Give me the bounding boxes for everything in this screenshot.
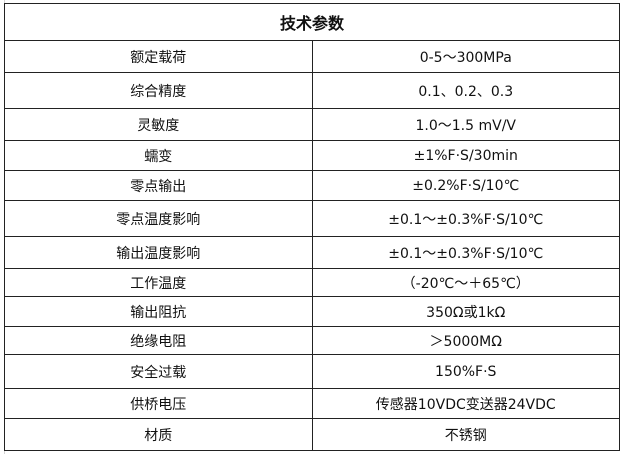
table-row: 输出阻抗 350Ω或1kΩ bbox=[4, 296, 620, 327]
table-row: 零点输出 ±0.2%F·S/10℃ bbox=[4, 170, 620, 201]
param-label: 蠕变 bbox=[4, 140, 313, 171]
table-row: 绝缘电阻 ＞5000MΩ bbox=[4, 326, 620, 355]
spec-table: 技术参数 额定载荷 0-5～300MPa 综合精度 0.1、0.2、0.3 灵敏度 1.0… bbox=[4, 3, 620, 451]
param-value: 150%F·S bbox=[311, 354, 620, 389]
table-row: 综合精度 0.1、0.2、0.3 bbox=[4, 72, 620, 109]
param-value: 0.1、0.2、0.3 bbox=[311, 72, 620, 109]
param-value: ±0.1～±0.3%F·S/10℃ bbox=[311, 200, 620, 237]
param-value: ±1%F·S/30min bbox=[311, 140, 620, 171]
table-row: 额定载荷 0-5～300MPa bbox=[4, 40, 620, 73]
table-title: 技术参数 bbox=[4, 3, 620, 41]
param-label: 供桥电压 bbox=[4, 388, 313, 419]
param-value: ±0.1～±0.3%F·S/10℃ bbox=[311, 236, 620, 269]
param-value: （-20℃～＋65℃） bbox=[311, 268, 620, 297]
param-label: 灵敏度 bbox=[4, 108, 313, 141]
param-label: 额定载荷 bbox=[4, 40, 313, 73]
param-value: 0-5～300MPa bbox=[311, 40, 620, 73]
table-row: 蠕变 ±1%F·S/30min bbox=[4, 140, 620, 171]
param-label: 工作温度 bbox=[4, 268, 313, 297]
param-value: ±0.2%F·S/10℃ bbox=[311, 170, 620, 201]
param-label: 输出温度影响 bbox=[4, 236, 313, 269]
param-label: 输出阻抗 bbox=[4, 296, 313, 327]
param-label: 零点输出 bbox=[4, 170, 313, 201]
param-label: 安全过载 bbox=[4, 354, 313, 389]
param-label: 材质 bbox=[4, 418, 313, 451]
param-value: ＞5000MΩ bbox=[311, 326, 620, 355]
param-label: 零点温度影响 bbox=[4, 200, 313, 237]
table-row: 输出温度影响 ±0.1～±0.3%F·S/10℃ bbox=[4, 236, 620, 269]
title-row: 技术参数 bbox=[4, 3, 620, 41]
table-row: 灵敏度 1.0～1.5 mV/V bbox=[4, 108, 620, 141]
param-value: 350Ω或1kΩ bbox=[311, 296, 620, 327]
table-row: 安全过载 150%F·S bbox=[4, 354, 620, 389]
param-label: 综合精度 bbox=[4, 72, 313, 109]
param-label: 绝缘电阻 bbox=[4, 326, 313, 355]
table-row: 供桥电压 传感器10VDC变送器24VDC bbox=[4, 388, 620, 419]
param-value: 不锈钢 bbox=[311, 418, 620, 451]
table-row: 零点温度影响 ±0.1～±0.3%F·S/10℃ bbox=[4, 200, 620, 237]
table-row: 材质 不锈钢 bbox=[4, 418, 620, 451]
param-value: 1.0～1.5 mV/V bbox=[311, 108, 620, 141]
param-value: 传感器10VDC变送器24VDC bbox=[311, 388, 620, 419]
table-row: 工作温度 （-20℃～＋65℃） bbox=[4, 268, 620, 297]
